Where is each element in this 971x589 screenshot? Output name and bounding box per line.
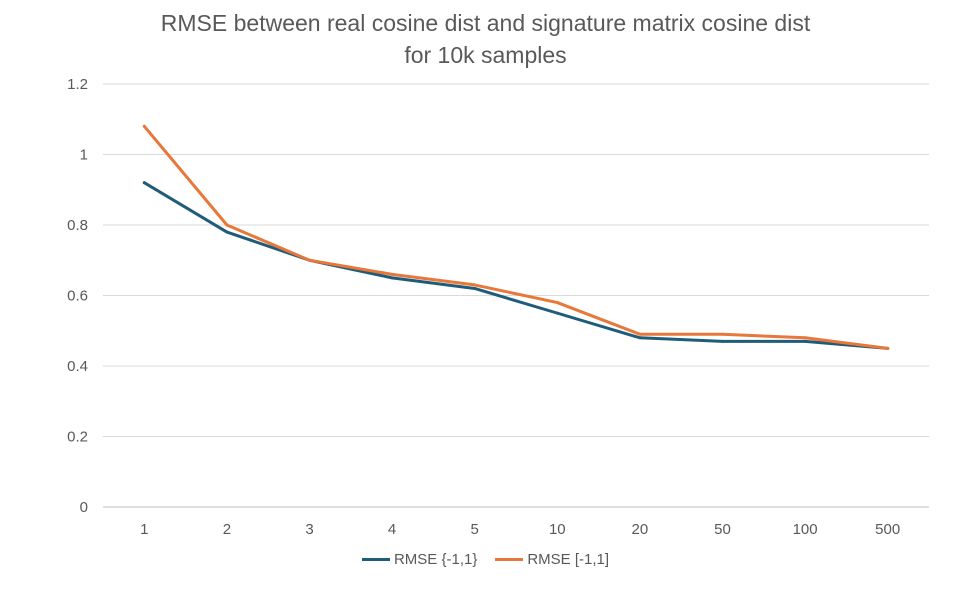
legend-swatch-series-1 [361,558,390,561]
data-point-series-1 [555,311,559,315]
data-point-series-2 [886,346,890,350]
series-line-1 [142,181,890,350]
data-point-series-2 [721,332,724,336]
data-point-series-2 [142,124,146,128]
x-tick-label: 50 [714,521,731,538]
x-tick-label: 20 [632,521,649,538]
chart-subtitle: for 10k samples [404,42,567,68]
x-tick-label: 4 [388,521,396,538]
legend-label-series-1: RMSE {-1,1} [393,551,478,568]
legend-item-series-1[interactable]: RMSE {-1,1} [361,551,478,568]
y-tick-label: 0.2 [67,429,88,446]
data-point-series-2 [803,336,807,340]
legend-label-series-2: RMSE [-1,1] [527,551,610,568]
data-point-series-1 [721,339,724,343]
x-tick-label: 1 [140,521,148,538]
x-tick-label: 2 [223,521,231,538]
legend: RMSE {-1,1} RMSE [-1,1] [0,551,971,568]
x-tick-label: 500 [875,521,900,538]
y-tick-label: 1.2 [67,76,88,93]
y-tick-label: 0.8 [67,217,88,234]
data-point-series-1 [142,181,146,185]
chart-title: RMSE between real cosine dist and signat… [160,10,811,36]
data-point-series-2 [390,272,394,276]
y-tick-label: 1 [80,147,88,164]
data-point-series-2 [555,301,559,305]
data-point-series-1 [803,339,807,343]
data-point-series-1 [390,276,394,280]
x-tick-label: 100 [793,521,818,538]
data-point-series-1 [638,336,642,340]
legend-item-series-2[interactable]: RMSE [-1,1] [495,551,609,568]
data-point-series-2 [225,223,229,227]
y-tick-label: 0.6 [67,288,88,305]
data-point-series-2 [473,283,477,287]
y-tick-label: 0 [80,499,88,516]
x-tick-label: 3 [305,521,313,538]
data-point-series-1 [473,286,477,290]
data-point-series-1 [225,230,229,234]
data-point-series-2 [308,258,311,262]
x-tick-label: 10 [549,521,566,538]
series-line-2 [142,124,890,350]
data-point-series-2 [638,332,642,336]
x-tick-label: 5 [471,521,479,538]
legend-swatch-series-2 [495,558,524,561]
y-tick-label: 0.4 [67,358,88,375]
